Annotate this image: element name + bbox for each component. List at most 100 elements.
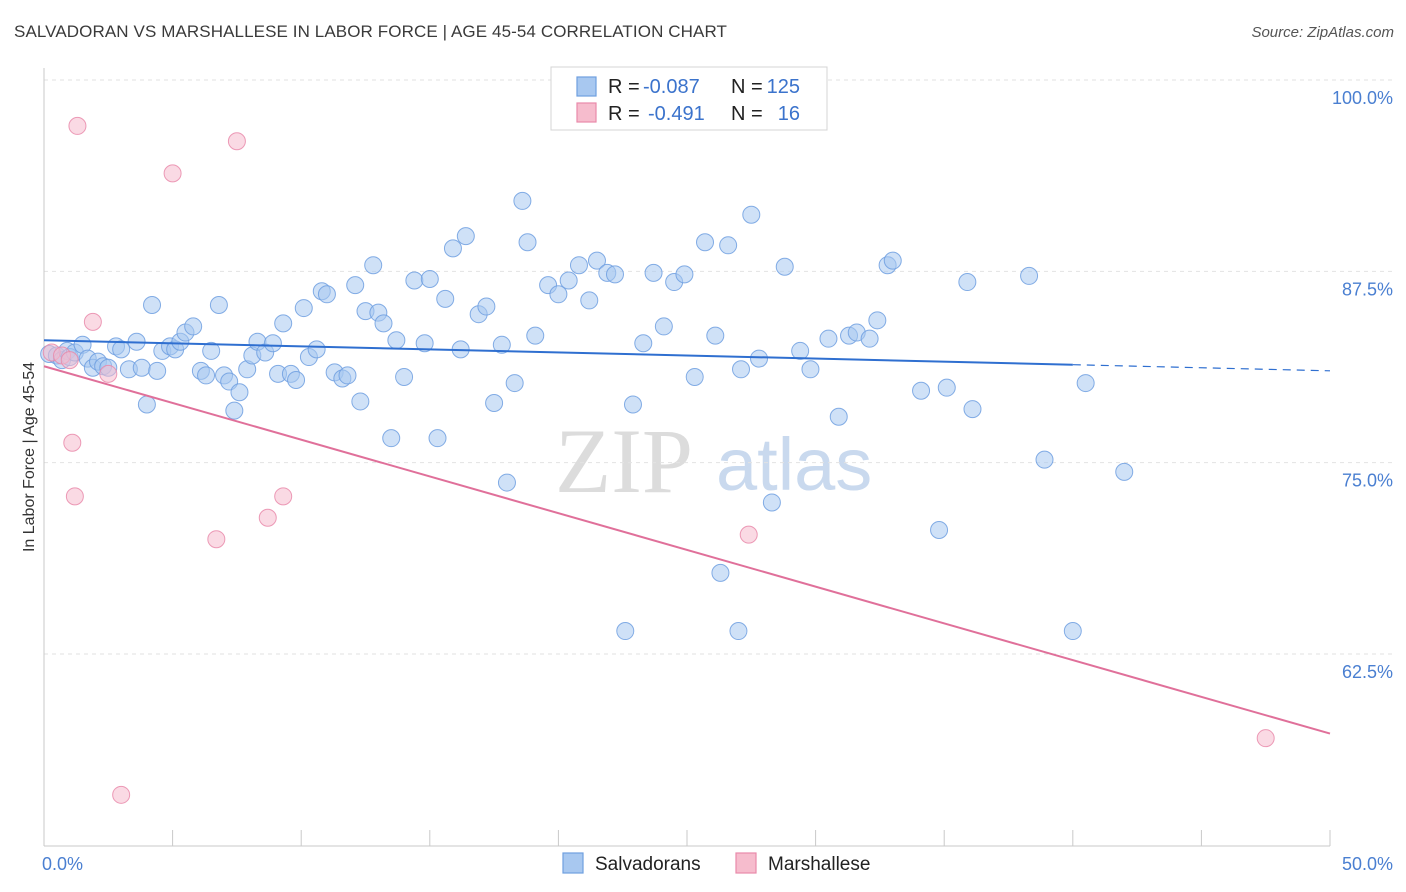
marshallese-point [163,164,182,183]
series-salvadorans [40,191,1134,641]
salvadoran-point [382,429,401,448]
marshallese-point [739,525,758,544]
legend-n-value-salvadorans: 125 [767,76,800,98]
legend-swatch-salvadorans [576,76,597,97]
y-axis-label: In Labor Force | Age 45-54 [21,362,38,552]
salvadoran-point [634,334,653,353]
salvadoran-point [1063,622,1082,641]
salvadoran-point [963,400,982,419]
salvadoran-point [143,296,162,315]
x-tick-labels: 0.0% 50.0% [42,854,1393,874]
legend-n-label-salvadorans: N = [731,76,763,98]
salvadoran-point [137,395,156,414]
salvadoran-point [307,340,326,359]
legend-r-label-marshallese: R = [608,103,640,125]
salvadoran-point [436,289,455,308]
series-legend-swatch-marshallese [735,852,757,874]
salvadoran-point [644,263,663,282]
salvadoran-point [775,257,794,276]
salvadoran-point [428,429,447,448]
marshallese-trend-line [43,365,1331,735]
salvadoran-point [346,276,365,295]
salvadoran-point [937,378,956,397]
salvadoran-point [654,317,673,336]
salvadoran-point [505,374,524,393]
trend-layer [43,339,1331,735]
y-tick-label: 75.0% [1342,471,1393,491]
salvadoran-point [791,341,810,360]
watermark: ZIP atlas [555,410,872,512]
salvadoran-point [184,317,203,336]
x-axis-ticks [43,830,1331,846]
legend-r-label-salvadorans: R = [608,76,640,98]
salvadoran-point [405,271,424,290]
salvadoran-point [829,407,848,426]
salvadoran-point [868,311,887,330]
salvadoran-point [605,265,624,284]
marshallese-point [258,508,277,527]
salvadoran-point [443,239,462,258]
watermark-zip: ZIP [555,410,693,512]
salvadoran-point [587,251,606,270]
salvadoran-point [456,227,475,246]
salvadoran-point [338,366,357,385]
stats-legend: R = -0.087 N = 125 R = -0.491 N = 16 [550,66,828,131]
salvadoran-point [317,285,336,304]
salvadoran-point [883,251,902,270]
salvadoran-point [1115,462,1134,481]
source-credit: Source: ZipAtlas.com [1251,24,1394,41]
marshallese-point [227,132,246,151]
salvadoran-point [1035,450,1054,469]
series-legend-swatch-salvadorans [562,852,584,874]
stats-legend-box [550,66,828,131]
salvadoran-point [750,349,769,368]
legend-r-value-marshallese: -0.491 [648,103,705,125]
salvadoran-trend-line [43,339,1073,366]
salvadoran-trend-extension [1072,364,1331,372]
marshallese-point [68,116,87,135]
y-tick-label: 87.5% [1342,279,1393,299]
salvadoran-point [287,371,306,390]
salvadoran-point [263,334,282,353]
salvadoran-point [623,395,642,414]
salvadoran-point [685,367,704,386]
salvadoran-point [860,329,879,348]
salvadoran-point [374,314,393,333]
salvadoran-point [364,256,383,275]
marshallese-point [1256,729,1275,748]
salvadoran-point [202,341,221,360]
salvadoran-point [762,493,781,512]
salvadoran-point [930,521,949,540]
salvadoran-point [706,326,725,345]
salvadoran-point [492,335,511,354]
marshallese-point [60,351,79,370]
salvadoran-point [559,271,578,290]
salvadoran-point [415,334,434,353]
y-tick-label: 100.0% [1332,88,1393,108]
salvadoran-point [485,393,504,412]
salvadoran-point [580,291,599,310]
salvadoran-point [395,367,414,386]
salvadoran-point [497,473,516,492]
series-legend-label-salvadorans: Salvadorans [595,854,701,875]
marshallese-point [99,364,118,383]
salvadoran-point [230,383,249,402]
salvadoran-point [711,563,730,582]
salvadoran-point [420,269,439,288]
salvadoran-point [526,326,545,345]
salvadoran-point [1076,374,1095,393]
series-marshallese [42,116,1275,804]
salvadoran-point [912,381,931,400]
x-tick-label: 50.0% [1342,854,1393,874]
salvadoran-point [387,331,406,350]
salvadoran-point [518,233,537,252]
marshallese-point [65,487,84,506]
salvadoran-point [569,256,588,275]
salvadoran-point [819,329,838,348]
salvadoran-point [675,265,694,284]
salvadoran-point [225,401,244,420]
marshallese-point [63,433,82,452]
salvadoran-point [616,622,635,641]
salvadoran-point [732,360,751,379]
